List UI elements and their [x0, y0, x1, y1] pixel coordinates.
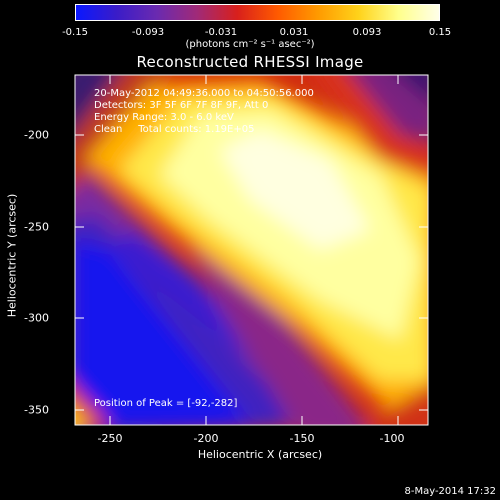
- x-tick-label: -250: [97, 432, 123, 445]
- x-tick-label: -150: [289, 432, 315, 445]
- x-tick-marks: [109, 75, 399, 425]
- colorbar-tick: -0.093: [131, 27, 165, 38]
- colorbar-units: (photons cm⁻² s⁻¹ asec⁻²): [185, 39, 315, 50]
- x-tick-label: -100: [379, 432, 405, 445]
- image-title: Reconstructed RHESSI Image: [136, 53, 364, 71]
- x-axis-label: Heliocentric X (arcsec): [197, 448, 323, 461]
- time-range-annotation: 20-May-2012 04:49:36.000 to 04:50:56.000: [94, 88, 314, 99]
- colorbar-tick: 0.031: [279, 27, 309, 38]
- method-annotation: Clean Total counts: 1.19E+05: [94, 124, 255, 135]
- energy-annotation: Energy Range: 3.0 - 6.0 keV: [94, 112, 234, 123]
- y-tick-label: -200: [24, 128, 49, 142]
- plot-frame: [74, 74, 429, 426]
- y-tick-marks: [75, 134, 428, 411]
- y-tick-label: -350: [24, 403, 49, 417]
- colorbar-tick: -0.031: [204, 27, 238, 38]
- y-tick-label: -300: [24, 311, 49, 325]
- colorbar-tick: -0.15: [62, 27, 88, 38]
- y-axis-label: Heliocentric Y (arcsec): [5, 193, 19, 317]
- image-map: [75, 75, 428, 425]
- colorbar: [75, 4, 440, 21]
- timestamp: 8-May-2014 17:32: [404, 486, 496, 497]
- y-tick-label: -250: [24, 220, 49, 234]
- x-tick-label: -200: [193, 432, 219, 445]
- detectors-annotation: Detectors: 3F 5F 6F 7F 8F 9F, Att 0: [94, 100, 269, 111]
- colorbar-tick: 0.15: [428, 27, 452, 38]
- peak-position-annotation: Position of Peak = [-92,-282]: [94, 398, 238, 409]
- colorbar-tick: 0.093: [352, 27, 382, 38]
- y-axis-label-wrap: Heliocentric Y (arcsec): [0, 170, 24, 340]
